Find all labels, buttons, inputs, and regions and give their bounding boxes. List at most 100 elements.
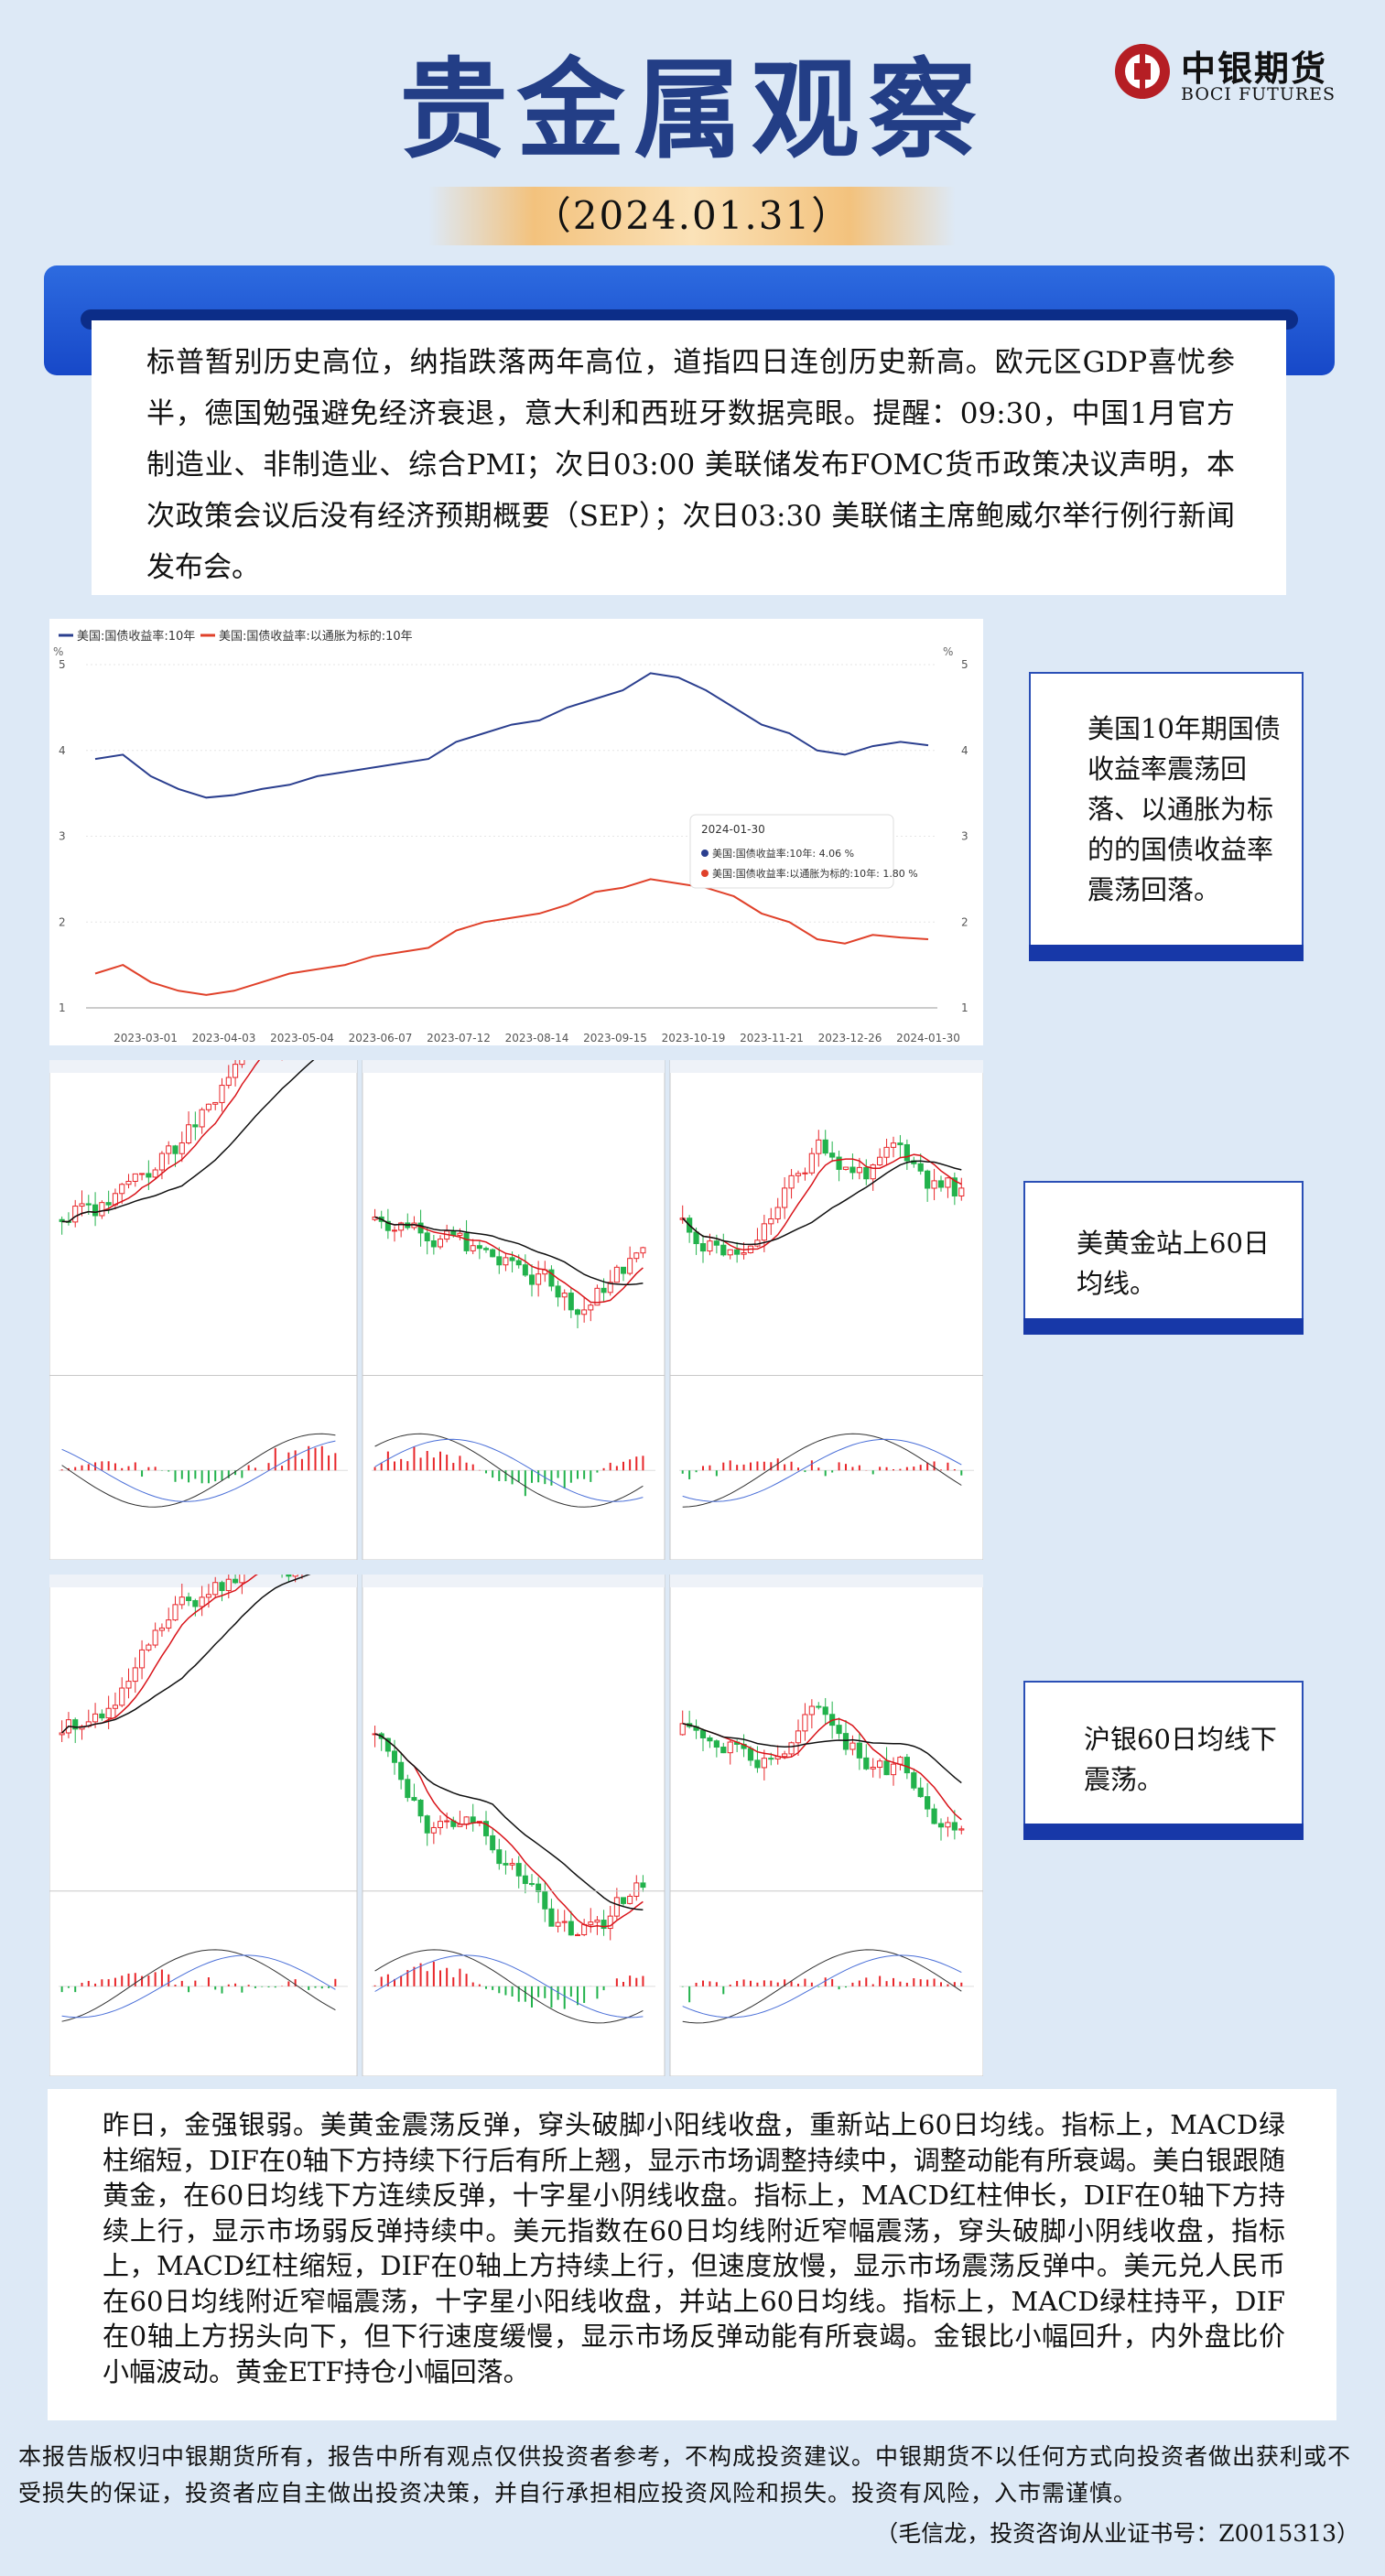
tooltip-dot-10y	[701, 850, 709, 857]
candle-body	[158, 1627, 165, 1631]
yield-chart-svg: 美国:国债收益率:10年 美国:国债收益率:以通胀为标的:10年 % % 1 1 2…	[53, 629, 968, 1044]
candle-body	[795, 1730, 802, 1744]
candle-body	[931, 1808, 937, 1824]
kline-panel-bg	[49, 1574, 358, 2077]
candle-body	[158, 1153, 165, 1171]
candle-body	[146, 1173, 152, 1178]
candle-body	[212, 1101, 219, 1105]
left-unit-label: %	[53, 645, 63, 658]
macd-dea	[682, 1954, 962, 2019]
candle-body	[503, 1863, 509, 1866]
candle-body	[788, 1174, 795, 1189]
candle-body	[693, 1231, 699, 1245]
tooltip-row-10y: 美国:国债收益率:10年: 4.06 %	[712, 847, 854, 860]
author-credit: （毛信龙，投资咨询从业证书号：Z0015313）	[875, 2520, 1359, 2547]
candle-body	[613, 1266, 620, 1283]
candle-body	[561, 1293, 568, 1298]
candle-body	[782, 1753, 788, 1758]
candle-body	[205, 1103, 211, 1110]
y-tick-right: 4	[961, 744, 968, 757]
candle-body	[951, 1177, 958, 1196]
candle-body	[621, 1266, 626, 1274]
candle-body	[239, 1565, 245, 1584]
candle-body	[496, 1849, 503, 1865]
candle-body	[594, 1287, 601, 1306]
tooltip-dot-tips	[701, 870, 709, 877]
candle-body	[594, 1920, 601, 1923]
candle-body	[856, 1742, 862, 1759]
y-tick-left: 5	[59, 658, 66, 671]
candle-body	[219, 1085, 225, 1103]
candle-body	[99, 1713, 105, 1719]
candle-body	[679, 1723, 686, 1736]
candle-body	[842, 1733, 849, 1750]
candle-body	[483, 1248, 489, 1250]
candle-body	[92, 1713, 99, 1723]
candle-body	[890, 1763, 897, 1776]
kline-panel-header	[362, 1575, 665, 1587]
candle-body	[734, 1249, 741, 1255]
candle-body	[219, 1582, 225, 1592]
x-tick-label: 2023-11-21	[740, 1032, 804, 1044]
candle-body	[152, 1629, 158, 1646]
candle-body	[470, 1245, 476, 1251]
candle-body	[463, 1232, 470, 1251]
candle-body	[99, 1202, 105, 1217]
candle-body	[112, 1705, 118, 1709]
candle-body	[877, 1760, 883, 1769]
candle-body	[727, 1249, 733, 1256]
candle-body	[822, 1139, 828, 1154]
ma-line-long	[374, 1733, 644, 1911]
candle-body	[897, 1142, 903, 1145]
y-tick-left: 4	[59, 744, 66, 757]
candle-body	[782, 1187, 788, 1208]
candle-body	[883, 1760, 890, 1776]
y-tick-left: 2	[59, 915, 66, 928]
silver-charts-svg	[49, 1535, 984, 2077]
candle-body	[633, 1252, 640, 1260]
candle-body	[863, 1757, 870, 1770]
candle-body	[588, 1921, 594, 1925]
macd-dea	[374, 1438, 644, 1502]
candle-body	[225, 1578, 232, 1592]
candle-body	[483, 1821, 489, 1836]
candle-body	[199, 1596, 205, 1607]
candle-body	[417, 1800, 424, 1817]
note-gold: 美黄金站上60日均线。	[1023, 1181, 1304, 1331]
candle-body	[186, 1124, 192, 1143]
candle-body	[503, 1257, 509, 1266]
candle-body	[438, 1821, 443, 1828]
candle-body	[842, 1166, 849, 1170]
candle-body	[529, 1883, 535, 1886]
candle-body	[542, 1890, 548, 1910]
candle-body	[286, 1564, 292, 1577]
candle-body	[172, 1145, 179, 1154]
candle-body	[192, 1124, 199, 1128]
candle-body	[568, 1293, 574, 1311]
candle-body	[522, 1264, 528, 1276]
x-tick-label: 2023-04-03	[192, 1032, 256, 1044]
candle-body	[509, 1863, 515, 1866]
kline-panel-bg	[669, 1059, 984, 1561]
ma-line-short	[374, 1733, 644, 1928]
gold-charts-svg	[49, 984, 984, 1561]
candle-body	[555, 1285, 561, 1298]
candle-body	[822, 1706, 828, 1716]
x-tick-label: 2023-07-12	[427, 1032, 491, 1044]
tooltip-row-tips: 美国:国债收益率:以通胀为标的:10年: 1.80 %	[712, 867, 918, 880]
series-line-0	[94, 672, 929, 799]
candle-body	[931, 1180, 937, 1189]
candle-body	[836, 1156, 842, 1170]
candle-body	[816, 1139, 822, 1154]
candle-body	[627, 1895, 633, 1904]
x-tick-label: 2023-08-14	[505, 1032, 569, 1044]
candle-body	[607, 1915, 613, 1930]
candle-body	[951, 1822, 958, 1831]
candle-body	[233, 1578, 239, 1584]
candle-body	[59, 1732, 65, 1736]
candle-body	[795, 1173, 802, 1176]
ma-line-short	[374, 1216, 644, 1304]
candle-body	[911, 1772, 917, 1789]
x-tick-label: 2023-12-26	[818, 1032, 882, 1044]
candle-body	[152, 1169, 158, 1178]
